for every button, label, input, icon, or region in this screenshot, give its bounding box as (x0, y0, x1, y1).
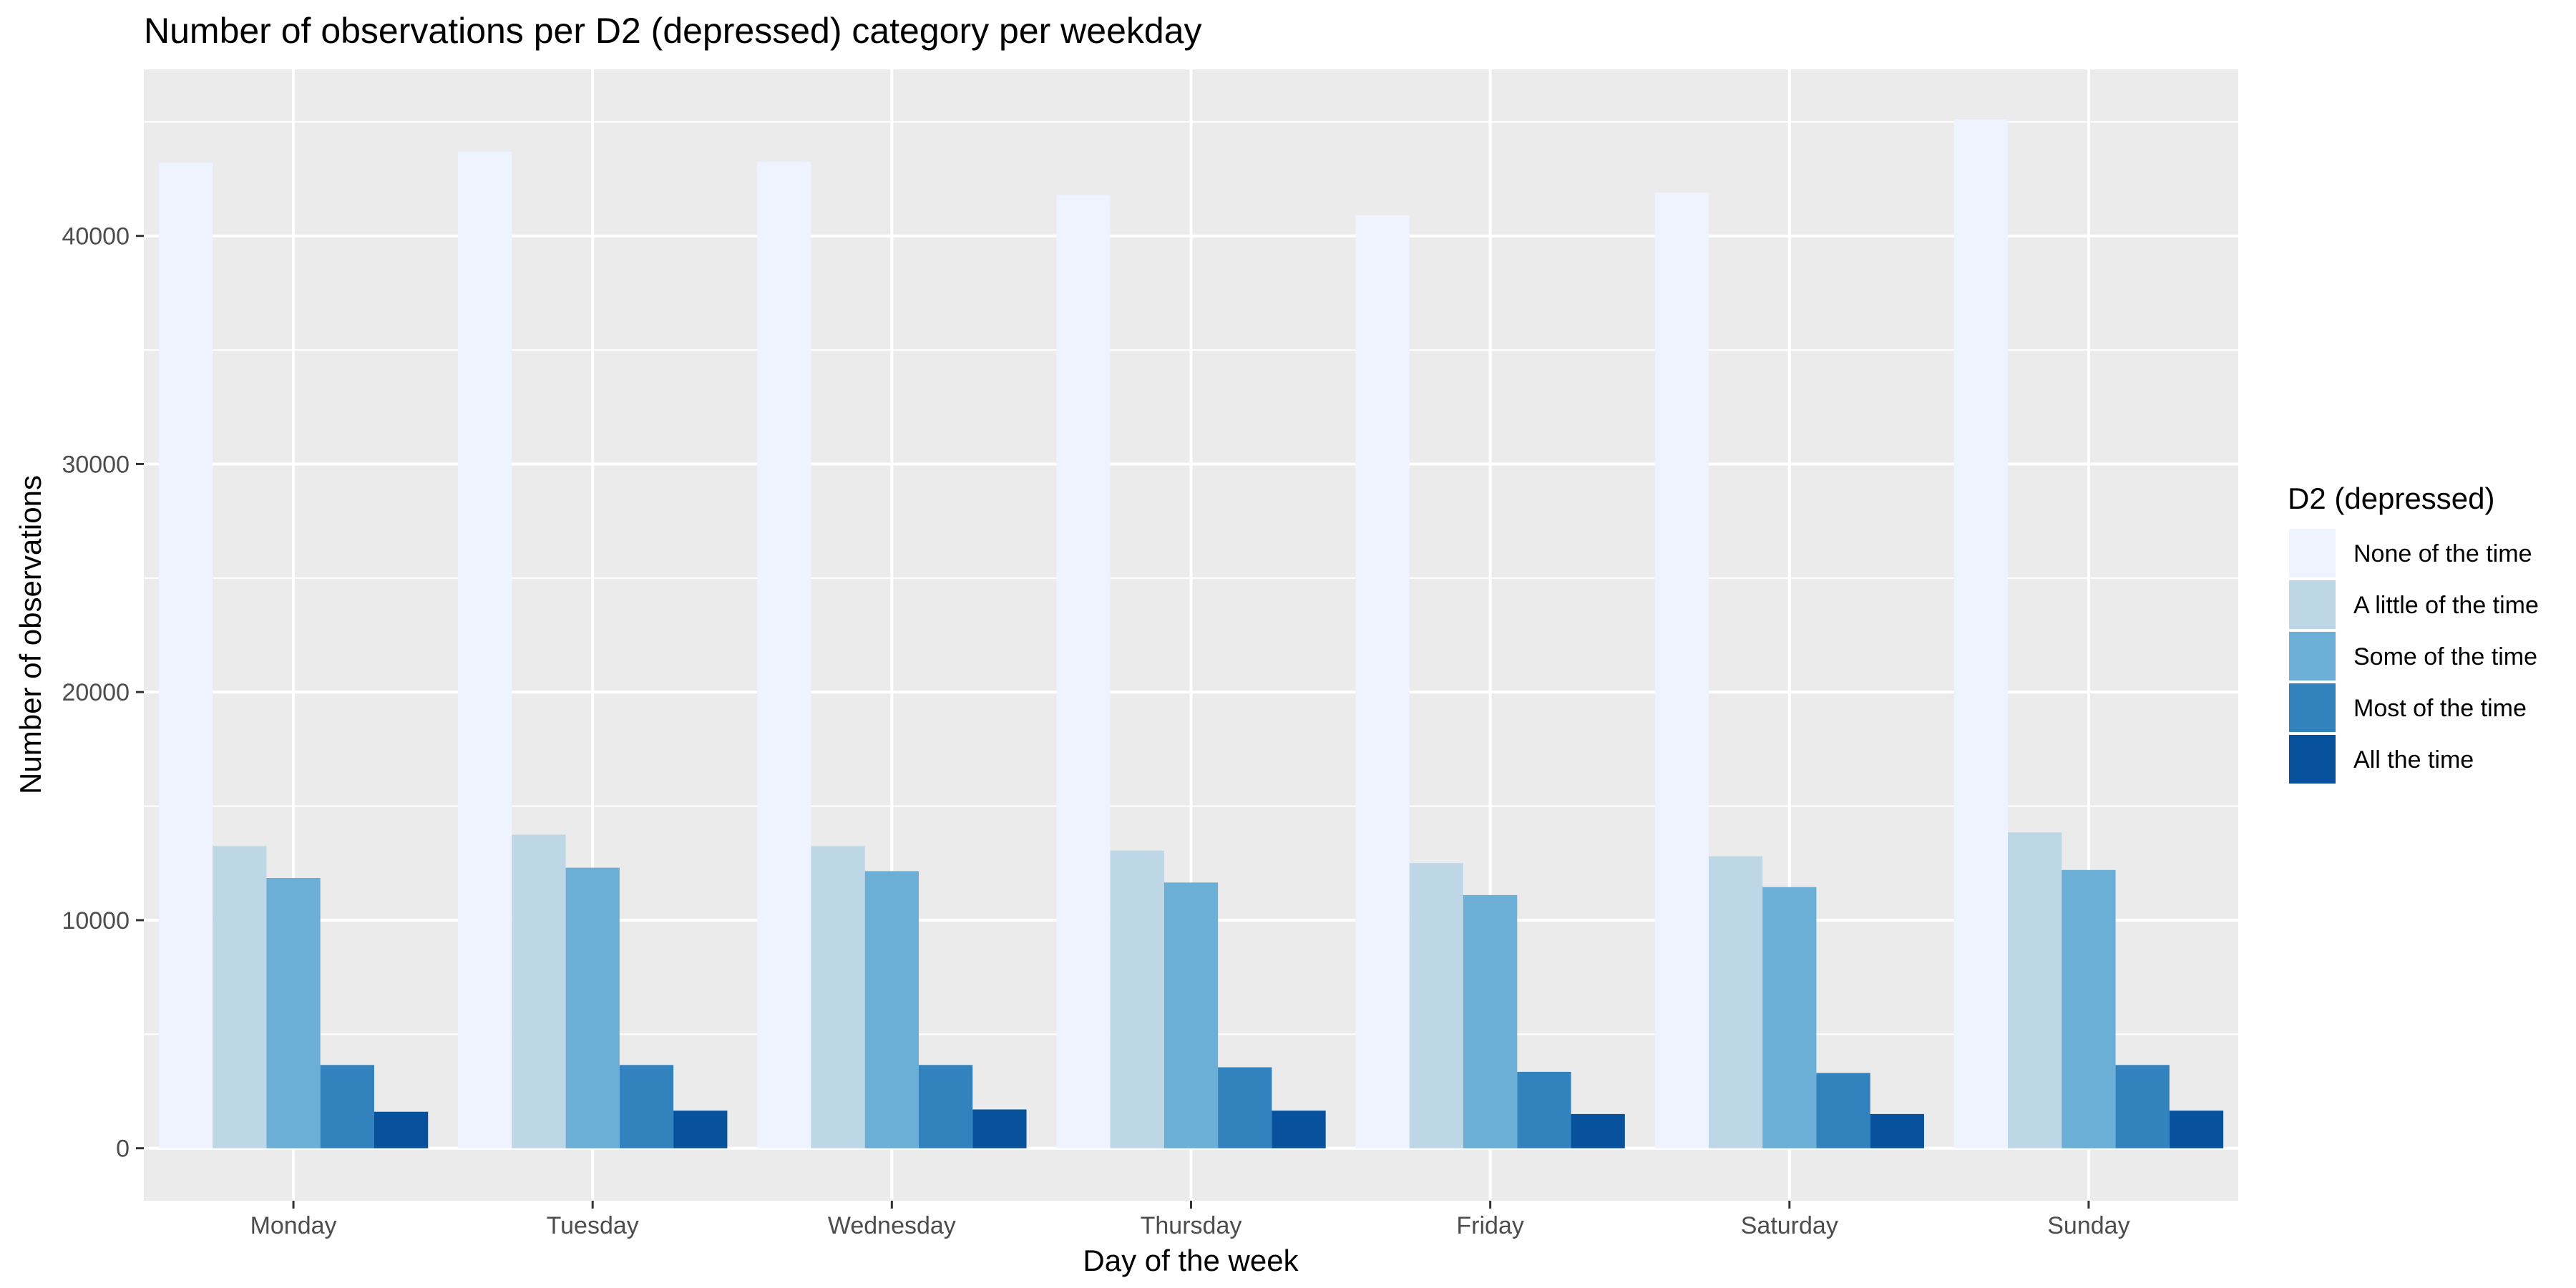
bar (864, 871, 919, 1148)
bar (158, 162, 213, 1148)
x-tick-label: Thursday (1141, 1212, 1242, 1239)
bar (1654, 192, 1709, 1148)
bar (1163, 882, 1219, 1148)
bar (1953, 119, 2009, 1148)
bar (1571, 1113, 1625, 1148)
bar (673, 1111, 728, 1148)
bar (2062, 869, 2116, 1148)
legend-label: All the time (2353, 746, 2474, 774)
y-tick-label: 30000 (62, 451, 130, 478)
bars (158, 119, 2224, 1148)
bar (1517, 1071, 1571, 1148)
bar (512, 834, 566, 1148)
x-tick-label: Wednesday (828, 1212, 956, 1239)
y-tick-label: 0 (116, 1136, 130, 1163)
bar (1218, 1067, 1272, 1148)
legend-swatch (2288, 682, 2337, 733)
legend-title: D2 (depressed) (2288, 482, 2494, 515)
legend-swatch (2288, 630, 2337, 682)
x-tick-label: Saturday (1741, 1212, 1838, 1239)
bar (1463, 894, 1518, 1148)
bar (374, 1111, 429, 1148)
x-axis: Monday Tuesday Wednesday Thursday Friday Satu… (250, 1201, 2130, 1239)
chart-title: Number of observations per D2 (depressed… (144, 11, 1202, 51)
bar (918, 1065, 973, 1148)
legend-swatch (2288, 733, 2337, 785)
bar (1870, 1113, 1924, 1148)
bar (266, 877, 321, 1148)
legend-swatch (2288, 527, 2337, 579)
y-tick-label: 10000 (62, 907, 130, 935)
bar (1708, 856, 1763, 1148)
bar (1110, 850, 1164, 1148)
y-axis: 0 10000 20000 30000 40000 (62, 223, 144, 1163)
bar (811, 846, 865, 1148)
bar (619, 1065, 674, 1148)
legend: D2 (depressed) None of the time A little … (2288, 482, 2539, 785)
x-tick-label: Sunday (2047, 1212, 2129, 1239)
legend-label: None of the time (2353, 540, 2532, 567)
bar (1816, 1073, 1870, 1148)
bar (320, 1065, 374, 1148)
x-tick-label: Monday (250, 1212, 337, 1239)
x-tick-label: Friday (1456, 1212, 1523, 1239)
bar (213, 846, 267, 1148)
y-tick-label: 40000 (62, 223, 130, 250)
legend-swatch (2288, 579, 2337, 630)
bar (1272, 1111, 1326, 1148)
legend-label: Some of the time (2353, 643, 2537, 670)
y-axis-title: Number of observations (14, 475, 47, 794)
bar (1762, 887, 1817, 1148)
bar (565, 867, 620, 1148)
bar (1355, 215, 1410, 1148)
bar (2115, 1065, 2170, 1148)
x-axis-title: Day of the week (1083, 1244, 1299, 1277)
y-tick-label: 20000 (62, 679, 130, 706)
legend-label: Most of the time (2353, 695, 2527, 722)
bar (2008, 832, 2062, 1148)
x-tick-label: Tuesday (547, 1212, 639, 1239)
bar (458, 151, 512, 1148)
bar (2169, 1111, 2224, 1148)
bar (1409, 863, 1464, 1148)
bar (972, 1109, 1027, 1148)
bar (1056, 195, 1111, 1148)
bar (757, 162, 811, 1148)
legend-label: A little of the time (2353, 592, 2539, 619)
